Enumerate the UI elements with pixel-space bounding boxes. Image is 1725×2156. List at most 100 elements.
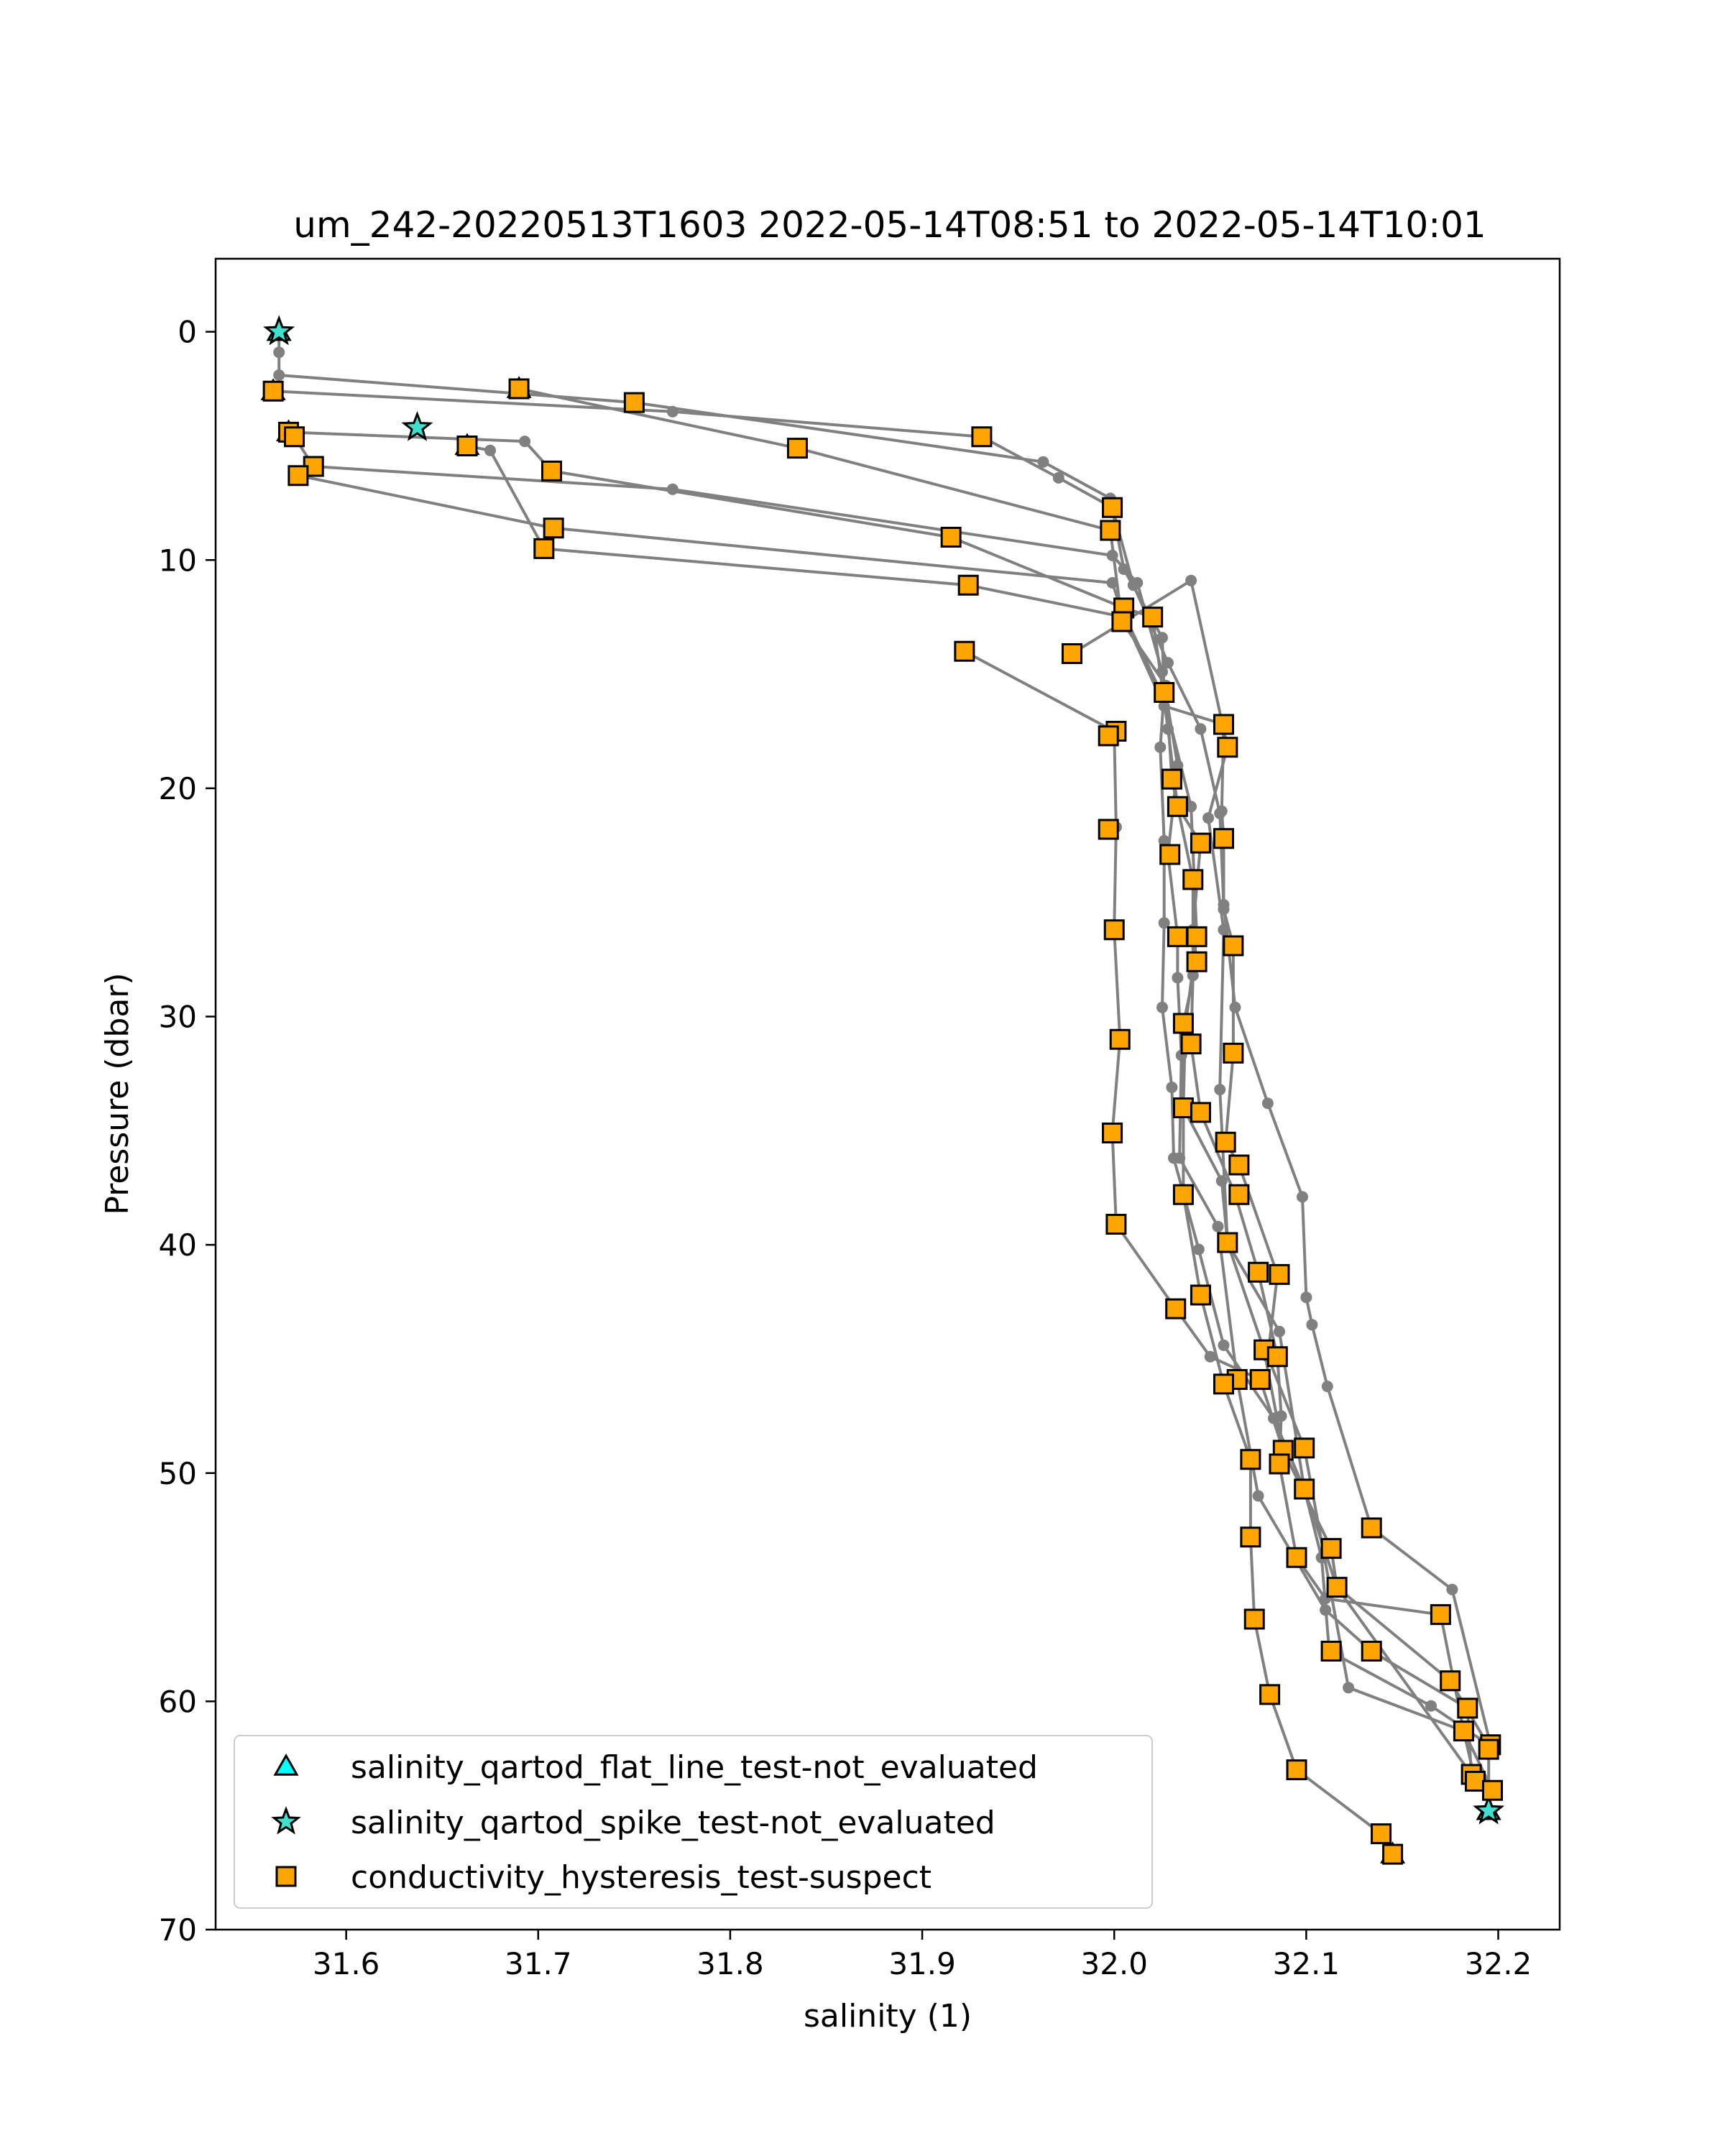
profile-point — [1106, 549, 1118, 561]
hysteresis-marker — [1294, 1437, 1315, 1459]
profile-point — [666, 483, 678, 495]
hysteresis-marker — [1248, 1261, 1269, 1283]
hysteresis-marker — [1190, 1284, 1211, 1306]
profile-point — [1174, 1152, 1186, 1164]
y-tick-label: 20 — [159, 771, 197, 806]
profile-point — [1212, 1220, 1224, 1233]
profile-point — [1218, 923, 1230, 936]
legend-spike-marker — [271, 1806, 301, 1835]
profile-point — [1202, 812, 1215, 824]
profile-point — [273, 369, 285, 381]
y-tick-label: 70 — [159, 1912, 197, 1948]
y-tick-label: 10 — [159, 543, 197, 578]
profile-point — [1162, 657, 1174, 669]
hysteresis-marker — [1464, 1771, 1486, 1792]
profile-point — [1158, 917, 1170, 929]
hysteresis-marker — [1172, 1097, 1194, 1119]
x-tick-label: 32.2 — [1465, 1946, 1532, 1981]
hysteresis-marker — [1213, 828, 1234, 849]
hysteresis-marker — [1180, 1033, 1202, 1055]
hysteresis-marker — [1167, 796, 1188, 817]
hysteresis-marker — [1102, 1123, 1123, 1143]
profile-point — [1156, 665, 1168, 678]
profile-point — [1215, 805, 1228, 817]
profile-point — [1204, 1350, 1216, 1363]
profile-point — [1218, 1339, 1230, 1351]
legend-label: conductivity_hysteresis_test-suspect — [351, 1859, 932, 1896]
hysteresis-marker — [456, 435, 478, 456]
profile-point — [273, 346, 285, 359]
profile-point — [1131, 577, 1144, 589]
hysteresis-marker — [1382, 1843, 1404, 1865]
y-tick-label: 40 — [159, 1227, 197, 1263]
profile-point — [1106, 577, 1118, 589]
hysteresis-marker — [1098, 725, 1119, 747]
profile-point — [1297, 1191, 1308, 1203]
x-tick-label: 32.1 — [1273, 1946, 1340, 1981]
hysteresis-marker — [623, 392, 645, 413]
plot-background — [216, 259, 1560, 1930]
hysteresis-marker — [1154, 681, 1175, 703]
x-axis: 31.6 31.7 31.8 31.9 32.0 32.1 32.2 — [313, 1930, 1532, 1981]
profile-point — [1185, 574, 1197, 586]
profile-line — [963, 650, 1333, 1549]
hysteresis-marker — [1269, 1453, 1290, 1475]
profile-point — [1229, 1001, 1241, 1013]
profile-point — [1446, 1583, 1458, 1595]
profile-point — [1156, 1001, 1168, 1013]
hysteresis-marker — [1217, 1232, 1238, 1253]
profile-point — [1321, 1381, 1333, 1393]
hysteresis-marker — [1172, 1013, 1194, 1034]
hysteresis-marker — [1190, 1102, 1211, 1123]
hysteresis-marker — [1243, 1608, 1265, 1630]
hysteresis-marker — [1217, 737, 1238, 758]
hysteresis-marker — [1240, 1526, 1261, 1548]
plot-area — [214, 257, 1561, 1931]
spike-marker — [401, 410, 433, 441]
hysteresis-marker — [1223, 935, 1244, 957]
hysteresis-marker — [1482, 1779, 1503, 1801]
hysteresis-marker — [1109, 1028, 1131, 1050]
hysteresis-marker — [284, 426, 305, 448]
y-tick-label: 50 — [159, 1456, 197, 1491]
y-tick-label: 0 — [178, 315, 197, 350]
y-tick-label: 30 — [159, 1000, 197, 1035]
hysteresis-marker — [1228, 1154, 1250, 1176]
profile-point — [1154, 741, 1167, 753]
profile-point — [1306, 1319, 1318, 1331]
hysteresis-marker — [1453, 1720, 1474, 1742]
hysteresis-marker — [957, 574, 979, 596]
hysteresis-marker — [1371, 1823, 1392, 1845]
hysteresis-marker — [1286, 1759, 1307, 1781]
y-tick-label: 60 — [159, 1684, 197, 1719]
profile-point — [1214, 1084, 1226, 1096]
profile-point — [1425, 1700, 1437, 1712]
profile-point — [1300, 1291, 1312, 1304]
x-tick-label: 31.9 — [888, 1946, 956, 1981]
hysteresis-marker — [533, 538, 555, 559]
y-axis-label: Pressure (dbar) — [99, 972, 136, 1215]
profile-point — [484, 444, 496, 456]
profile-point — [1052, 471, 1064, 484]
hysteresis-marker — [1190, 832, 1211, 854]
profile-point — [1252, 1490, 1264, 1502]
hysteresis-marker — [543, 517, 564, 539]
hysteresis-marker — [1294, 1478, 1315, 1500]
spike-marker — [263, 315, 295, 346]
spike-marker — [1473, 1794, 1505, 1825]
hysteresis-marker — [1440, 1670, 1461, 1692]
legend-label: salinity_qartod_spike_test-not_evaluated — [351, 1805, 995, 1841]
hysteresis-marker — [1266, 1346, 1288, 1368]
profile-point — [1274, 1325, 1285, 1337]
x-tick-label: 31.6 — [313, 1946, 380, 1981]
hysteresis-marker — [1326, 1577, 1348, 1598]
hysteresis-marker — [1320, 1538, 1342, 1560]
hysteresis-marker — [1159, 844, 1181, 865]
hysteresis-marker — [940, 527, 962, 548]
chart-title: um_242-20220513T1603 2022-05-14T08:51 to… — [293, 204, 1486, 246]
legend-box — [234, 1735, 1153, 1909]
hysteresis-marker — [262, 380, 284, 402]
hysteresis-marker — [954, 640, 975, 662]
hysteresis-marker — [1430, 1604, 1451, 1626]
